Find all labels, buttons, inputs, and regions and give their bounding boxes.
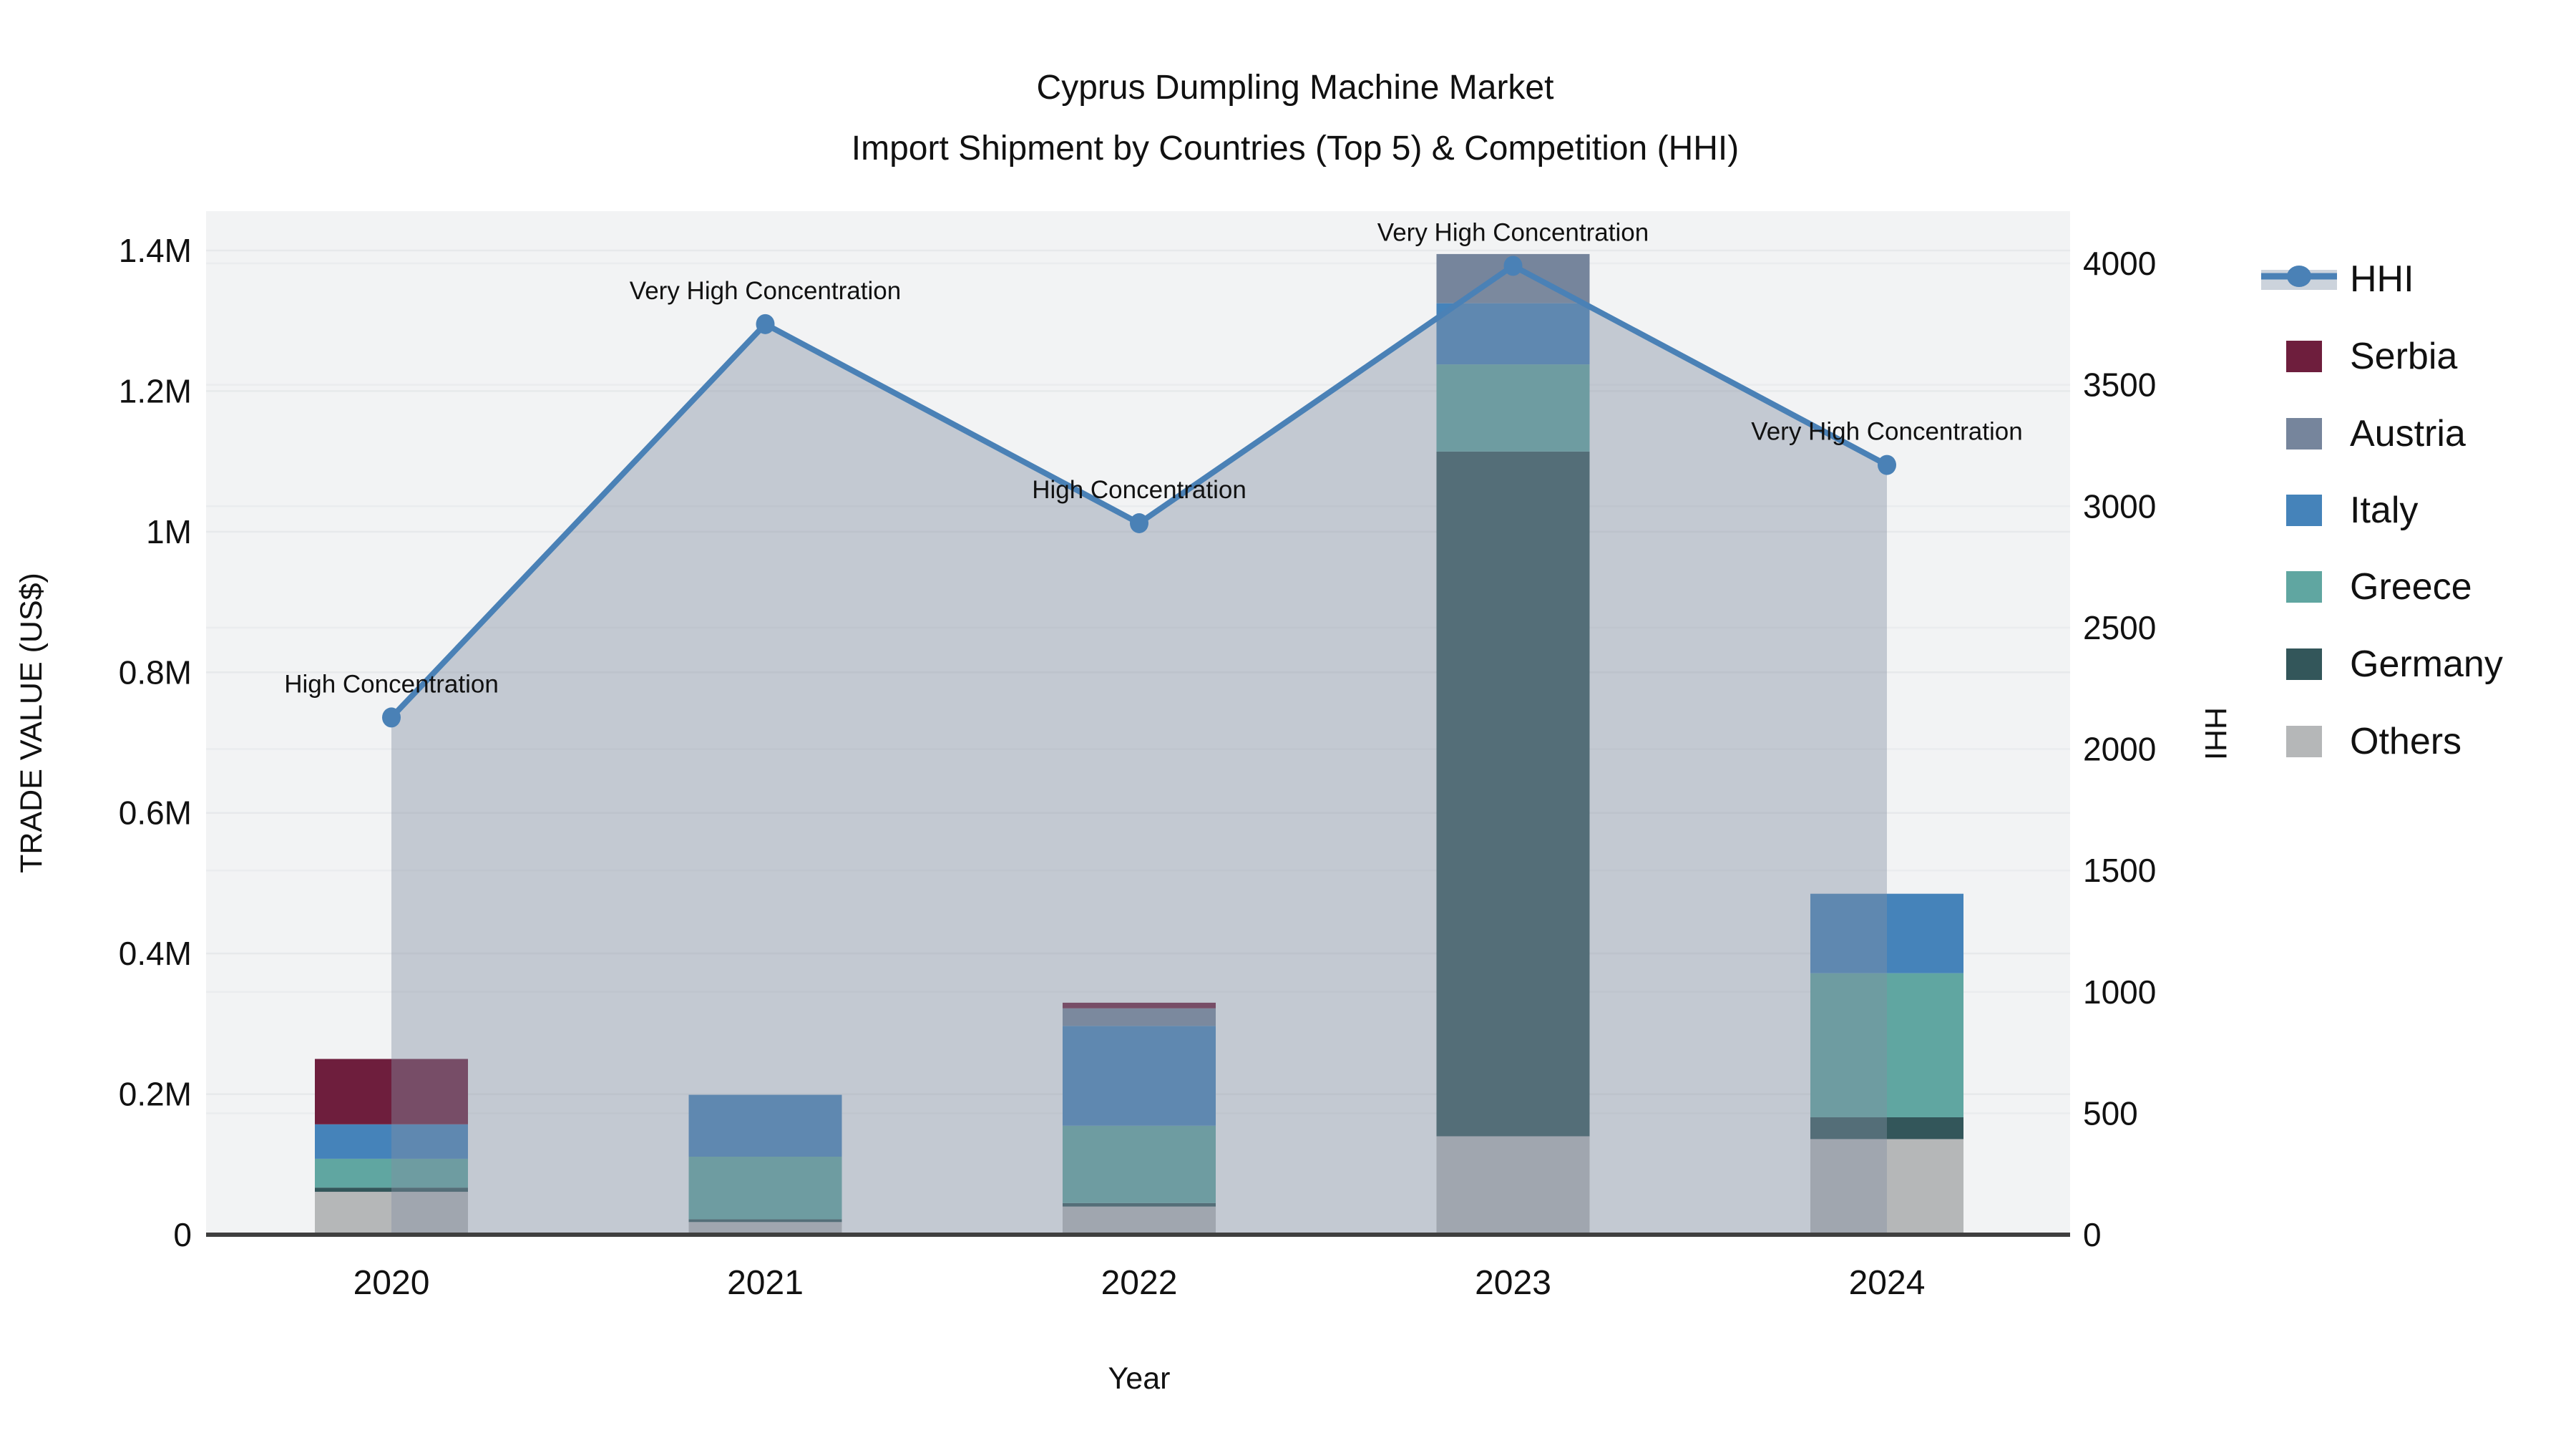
left-tick-label: 1.4M <box>119 232 192 269</box>
bar-segment-others-2022 <box>1063 1206 1216 1235</box>
legend-swatch-greece <box>2286 571 2322 603</box>
bar-segment-greece-2021 <box>688 1156 842 1220</box>
left-tick-label: 0.4M <box>119 935 192 972</box>
left-tick-label: 0.8M <box>119 653 192 691</box>
right-tick-label: 4000 <box>2083 245 2156 282</box>
legend-hhi-marker <box>2287 266 2311 287</box>
legend-label-greece: Greece <box>2350 566 2472 608</box>
hhi-marker-2024 <box>1878 455 1896 475</box>
bar-segment-others-2024 <box>1810 1139 1963 1235</box>
bar-segment-austria-2022 <box>1063 1008 1216 1026</box>
right-tick-label: 2500 <box>2083 609 2156 646</box>
right-tick-label: 500 <box>2083 1094 2138 1132</box>
hhi-marker-2020 <box>382 707 401 728</box>
hhi-marker-2021 <box>756 314 775 334</box>
axis-ticks: 0 0.2M 0.4M 0.6M 0.8M 1M 1.2M 1.4M 0 500 1000 1500 2… <box>119 232 2157 1302</box>
right-tick-label: 1000 <box>2083 973 2156 1011</box>
left-tick-label: 0 <box>173 1216 192 1253</box>
bar-segment-germany-2021 <box>688 1219 842 1223</box>
right-tick-label: 3500 <box>2083 366 2156 404</box>
legend-label-austria: Austria <box>2350 413 2466 455</box>
plot-area: High Concentration Very High Concentratio… <box>206 211 2070 1237</box>
x-tick-label-2021: 2021 <box>727 1264 804 1302</box>
bar-segment-germany-2023 <box>1436 451 1590 1137</box>
x-tick-label-2024: 2024 <box>1849 1264 1926 1302</box>
left-tick-label: 0.6M <box>119 794 192 832</box>
legend-label-italy: Italy <box>2350 490 2418 531</box>
legend-item-serbia: Serbia <box>2286 336 2457 377</box>
right-tick-label: 0 <box>2083 1216 2102 1253</box>
right-tick-label: 2000 <box>2083 731 2156 768</box>
legend-item-hhi: HHI <box>2261 258 2414 300</box>
right-tick-label: 3000 <box>2083 487 2156 525</box>
chart-title-line2: Import Shipment by Countries (Top 5) & C… <box>852 130 1739 167</box>
x-tick-label-2020: 2020 <box>353 1264 430 1302</box>
legend-label-serbia: Serbia <box>2350 336 2457 377</box>
bar-segment-greece-2023 <box>1436 364 1590 452</box>
bar-segment-italy-2021 <box>688 1094 842 1157</box>
hhi-area-fill <box>391 266 1887 1235</box>
hhi-annotation-2020: High Concentration <box>284 670 499 698</box>
x-tick-label-2023: 2023 <box>1475 1264 1551 1302</box>
bar-segment-italy-2020 <box>315 1124 468 1159</box>
bar-segment-greece-2020 <box>315 1158 468 1188</box>
hhi-marker-2023 <box>1503 256 1523 276</box>
legend-label-hhi: HHI <box>2350 258 2414 300</box>
bar-segment-serbia-2022 <box>1063 1002 1216 1009</box>
bar-segment-others-2020 <box>315 1192 468 1235</box>
legend-item-germany: Germany <box>2286 643 2503 685</box>
legend-item-austria: Austria <box>2286 413 2466 455</box>
legend-item-others: Others <box>2286 721 2462 762</box>
bar-segment-greece-2022 <box>1063 1125 1216 1203</box>
bar-segment-germany-2020 <box>315 1187 468 1192</box>
right-tick-label: 1500 <box>2083 852 2156 889</box>
bar-segment-germany-2024 <box>1810 1117 1963 1139</box>
x-axis-title: Year <box>1108 1361 1171 1396</box>
bar-segment-italy-2022 <box>1063 1026 1216 1126</box>
chart-legend: HHI Serbia Austria Italy Greece Germany Others <box>2261 258 2503 762</box>
x-tick-label-2022: 2022 <box>1101 1264 1178 1302</box>
left-tick-label: 0.2M <box>119 1076 192 1113</box>
legend-swatch-others <box>2286 726 2322 757</box>
hhi-annotation-2023: Very High Concentration <box>1377 218 1649 246</box>
legend-swatch-serbia <box>2286 341 2322 372</box>
hhi-annotation-2024: Very High Concentration <box>1751 418 2022 446</box>
legend-swatch-italy <box>2286 495 2322 526</box>
left-tick-label: 1.2M <box>119 372 192 409</box>
legend-label-germany: Germany <box>2350 643 2503 685</box>
legend-item-italy: Italy <box>2286 490 2418 531</box>
bar-segment-germany-2022 <box>1063 1202 1216 1207</box>
chart-title-line1: Cyprus Dumpling Machine Market <box>1037 69 1554 107</box>
legend-label-others: Others <box>2350 721 2462 762</box>
left-tick-label: 1M <box>146 513 192 550</box>
left-axis-title: TRADE VALUE (US$) <box>14 573 49 873</box>
legend-swatch-austria <box>2286 418 2322 449</box>
hhi-annotation-2022: High Concentration <box>1032 476 1246 504</box>
legend-swatch-germany <box>2286 648 2322 680</box>
bar-segment-greece-2024 <box>1810 973 1963 1117</box>
right-axis-title: HHI <box>2198 707 2233 760</box>
hhi-marker-2022 <box>1130 512 1148 533</box>
bar-segment-serbia-2020 <box>315 1059 468 1124</box>
hhi-annotation-2021: Very High Concentration <box>630 277 901 305</box>
bar-segment-italy-2023 <box>1436 303 1590 365</box>
legend-item-greece: Greece <box>2286 566 2472 608</box>
bar-segment-others-2023 <box>1436 1136 1590 1235</box>
bar-segment-italy-2024 <box>1810 893 1963 973</box>
bar-segment-others-2021 <box>688 1222 842 1235</box>
